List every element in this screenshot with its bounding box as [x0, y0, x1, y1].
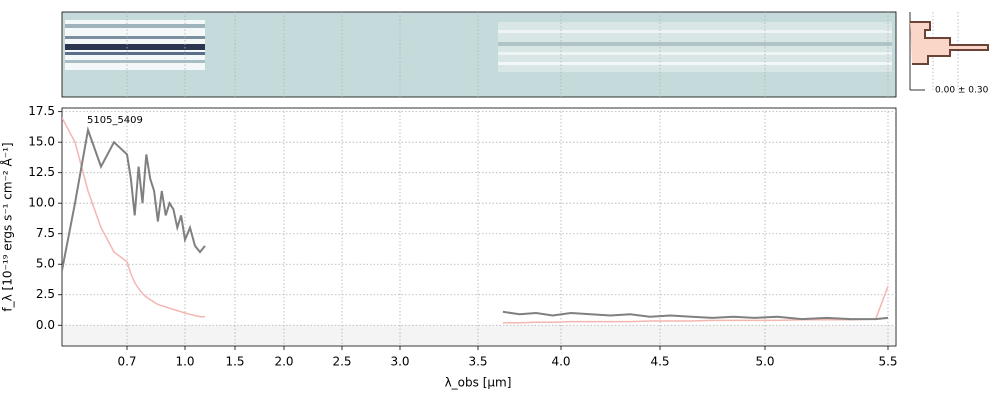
y-tick-label: 0.0	[36, 318, 55, 332]
y-tick-label: 15.0	[28, 135, 55, 149]
spectrum-line	[62, 126, 889, 321]
annotation: 5105_5409	[87, 115, 143, 126]
plot-frame	[61, 107, 897, 347]
x-tick-label: 1.5	[225, 355, 244, 369]
y-axis-label: f_λ [10⁻¹⁹ ergs s⁻¹ cm⁻² Å⁻¹]	[0, 142, 15, 311]
spectrum-line	[62, 117, 889, 324]
side-histogram	[909, 12, 989, 91]
x-tick-label: 5.5	[878, 355, 897, 369]
y-tick-label: 2.5	[36, 287, 55, 301]
x-tick-label: 5.0	[755, 355, 774, 369]
x-tick-label: 0.7	[117, 355, 136, 369]
zero-band	[63, 325, 895, 345]
y-tick-label: 5.0	[36, 257, 55, 271]
x-tick-label: 4.0	[551, 355, 570, 369]
x-tick-label: 3.5	[468, 355, 487, 369]
x-tick-label: 1.0	[175, 355, 194, 369]
y-tick-label: 12.5	[28, 165, 55, 179]
side-label: 0.00 ± 0.30	[935, 86, 989, 96]
x-axis-label: λ_obs [μm]	[445, 376, 512, 390]
x-tick-label: 2.5	[332, 355, 351, 369]
x-tick-label: 3.0	[390, 355, 409, 369]
spectrum-2d	[61, 11, 897, 98]
y-tick-label: 7.5	[36, 226, 55, 240]
y-tick-label: 10.0	[28, 196, 55, 210]
x-tick-label: 2.0	[274, 355, 293, 369]
y-tick-label: 17.5	[28, 104, 55, 118]
x-tick-label: 4.5	[650, 355, 669, 369]
